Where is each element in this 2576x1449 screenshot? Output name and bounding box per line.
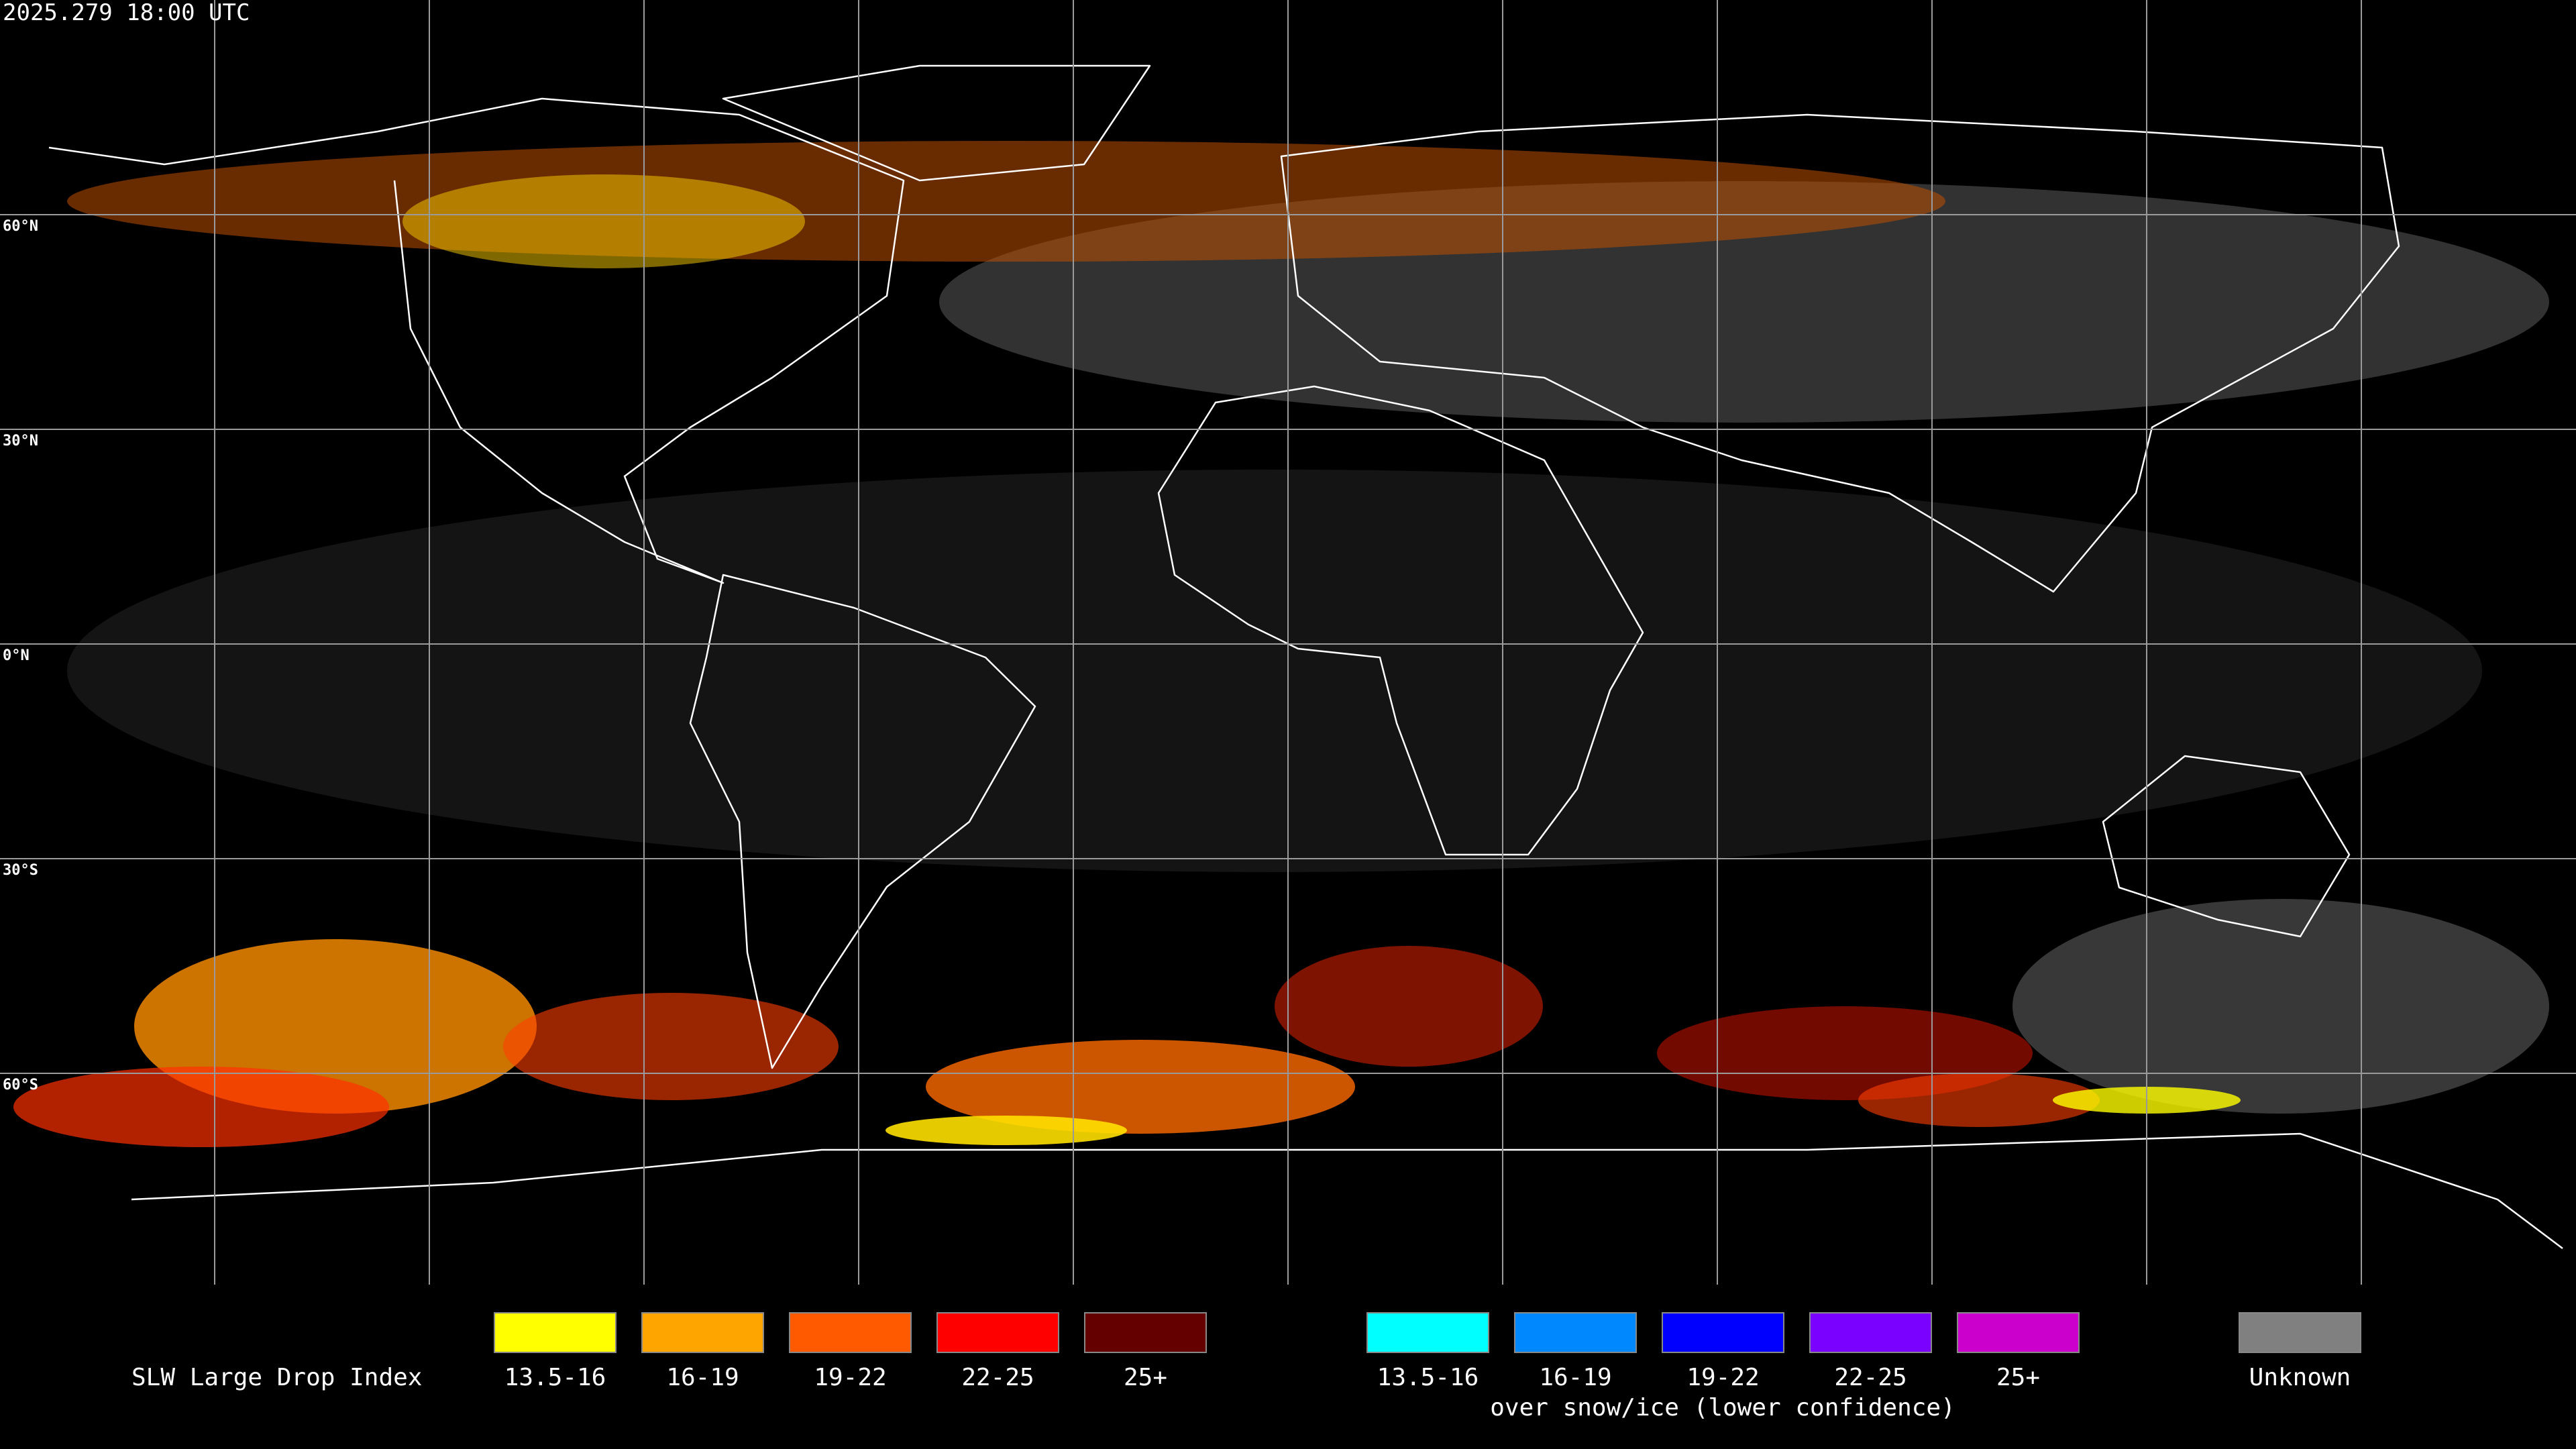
legend-label: 19-22 (1686, 1364, 1759, 1391)
cloud-band (1275, 946, 1543, 1067)
legend-label: 16-19 (1539, 1364, 1611, 1391)
legend-label: 22-25 (961, 1364, 1034, 1391)
legend-swatch (1366, 1312, 1489, 1353)
coastline (131, 1132, 2563, 1249)
legend-label: Unknown (2249, 1364, 2351, 1391)
legend-label: 13.5-16 (1377, 1364, 1479, 1391)
legend-label: 25+ (1996, 1364, 2040, 1391)
legend-label: 13.5-16 (504, 1364, 606, 1391)
graticule: 60°N 30°N 0°N 30°S 60°S (0, 0, 2576, 1285)
cloud-band (926, 1040, 1355, 1134)
coastline (1157, 385, 1644, 856)
latitude-label: 60°S (3, 1077, 38, 1093)
cloud-band (885, 1116, 1127, 1145)
coastlines (48, 64, 2563, 1249)
legend-label: 19-22 (814, 1364, 886, 1391)
coastline (689, 574, 1036, 1069)
legend-swatch (1084, 1312, 1207, 1353)
latitude-label: 30°N (3, 433, 38, 449)
legend-swatch (1957, 1312, 2080, 1353)
coastline (48, 97, 905, 584)
coastline (722, 64, 1151, 182)
legend-caption: over snow/ice (lower confidence) (1490, 1394, 1955, 1421)
cloud-band (13, 1067, 389, 1147)
legend-swatch (1514, 1312, 1637, 1353)
coastline (1280, 113, 2400, 593)
cloud-band (67, 141, 1945, 262)
legend: 13.5-16 16-19 19-22 22-25 25+ 13.5-16 16-19 19-… (494, 1312, 2361, 1421)
cloud-band (402, 174, 805, 268)
unknown-cloud (67, 470, 2482, 872)
legend-swatch (2239, 1312, 2361, 1353)
legend-swatch (1809, 1312, 1932, 1353)
legend-swatch (1662, 1312, 1784, 1353)
unknown-cloud (2012, 899, 2549, 1114)
legend-label: 16-19 (666, 1364, 739, 1391)
cloud-band (1858, 1073, 2100, 1127)
legend-swatch (641, 1312, 764, 1353)
latitude-label: 0°N (3, 647, 30, 664)
coastline (2102, 755, 2351, 938)
cloud-band (503, 993, 839, 1100)
legend-swatch (494, 1312, 616, 1353)
timestamp: 2025.279 18:00 UTC (3, 0, 250, 26)
legend-title: SLW Large Drop Index (131, 1364, 422, 1391)
legend-swatch (936, 1312, 1059, 1353)
legend-label: 25+ (1124, 1364, 1167, 1391)
legend-label: 22-25 (1834, 1364, 1907, 1391)
latitude-label: 30°S (3, 862, 38, 879)
latitude-label: 60°N (3, 218, 38, 235)
legend-swatch (789, 1312, 912, 1353)
